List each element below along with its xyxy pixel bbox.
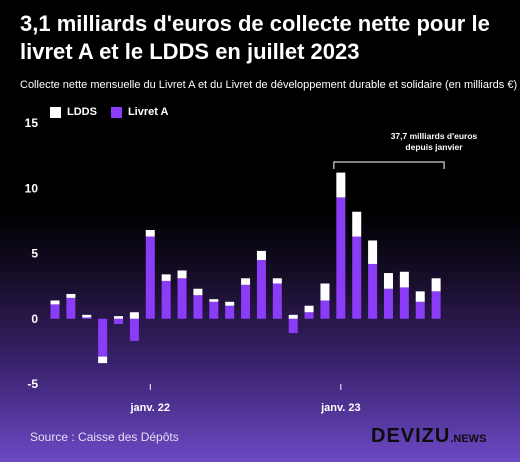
bar-livret-a — [161, 280, 171, 319]
bar-ldds — [399, 271, 409, 288]
bar-livret-a — [431, 291, 441, 319]
bar-livret-a — [320, 300, 330, 319]
chart-title: 3,1 milliards d'euros de collecte nette … — [20, 11, 490, 64]
bar-ldds — [336, 172, 346, 198]
bar-livret-a — [368, 263, 378, 319]
bar-livret-a — [225, 305, 235, 319]
legend-item-ldds: LDDS — [50, 106, 97, 118]
bar-ldds — [225, 301, 235, 306]
y-tick-label: 5 — [31, 247, 38, 261]
bar-ldds — [368, 240, 378, 264]
annotation-label: 37,7 milliards d'euros depuis janvier — [386, 131, 482, 153]
annotation-bracket — [333, 161, 445, 169]
bar-ldds — [193, 288, 203, 296]
bar-ldds — [320, 283, 330, 301]
bar-ldds — [288, 314, 298, 319]
bar-ldds — [66, 293, 76, 298]
bar-livret-a — [129, 318, 139, 341]
logo-main: DEVIZU — [371, 425, 451, 447]
bar-livret-a — [177, 278, 187, 319]
bar-ldds — [50, 300, 60, 305]
bar-livret-a — [304, 312, 314, 319]
bar-ldds — [145, 230, 155, 237]
logo-suffix: .NEWS — [450, 433, 487, 445]
devizu-logo: DEVIZU.NEWS — [371, 425, 486, 448]
bar-livret-a — [50, 304, 60, 319]
bar-livret-a — [145, 236, 155, 319]
bar-livret-a — [82, 317, 92, 319]
y-tick-label: 15 — [25, 116, 39, 130]
legend-swatch-ldds — [50, 106, 61, 118]
bar-livret-a — [98, 318, 108, 357]
annotation-line-2: depuis janvier — [405, 142, 463, 152]
bar-ldds — [304, 305, 314, 313]
bar-ldds — [82, 314, 92, 318]
bar-livret-a — [272, 283, 282, 319]
bar-ldds — [114, 316, 124, 319]
bar-ldds — [177, 270, 187, 279]
bar-ldds — [272, 278, 282, 284]
bar-ldds — [98, 356, 108, 364]
bar-livret-a — [288, 318, 298, 334]
bar-ldds — [161, 274, 171, 281]
bar-livret-a — [114, 318, 124, 324]
bar-ldds — [129, 312, 139, 319]
bar-ldds — [415, 291, 425, 302]
y-tick-label: 10 — [25, 181, 39, 195]
bar-livret-a — [193, 295, 203, 319]
y-tick-label: 0 — [31, 312, 38, 326]
bar-livret-a — [415, 301, 425, 319]
bar-ldds — [431, 278, 441, 292]
legend-swatch-livret-a — [110, 106, 122, 118]
bar-ldds — [383, 273, 393, 289]
y-tick-label: -5 — [27, 377, 38, 391]
annotation-line-1: 37,7 milliards d'euros — [390, 131, 478, 141]
source-note: Source : Caisse des Dépôts — [30, 430, 179, 444]
chart-legend: LDDS Livret A — [50, 106, 183, 118]
legend-label-livret-a: Livret A — [127, 106, 169, 118]
bar-ldds — [209, 299, 219, 302]
bar-livret-a — [352, 236, 362, 319]
x-tick-label: janv. 23 — [320, 402, 361, 414]
chart-subtitle: Collecte nette mensuelle du Livret A et … — [20, 79, 518, 91]
bar-livret-a — [209, 301, 219, 319]
bar-livret-a — [256, 260, 266, 319]
bar-livret-a — [66, 297, 76, 319]
bar-livret-a — [241, 284, 251, 319]
x-tick-label: janv. 22 — [130, 402, 171, 414]
legend-label-ldds: LDDS — [67, 106, 97, 118]
bar-livret-a — [399, 287, 409, 319]
bar-ldds — [352, 211, 362, 237]
bar-livret-a — [336, 197, 346, 319]
bar-ldds — [241, 278, 251, 285]
legend-item-livret-a: Livret A — [110, 106, 169, 118]
bar-ldds — [256, 250, 266, 261]
bar-livret-a — [383, 288, 393, 319]
